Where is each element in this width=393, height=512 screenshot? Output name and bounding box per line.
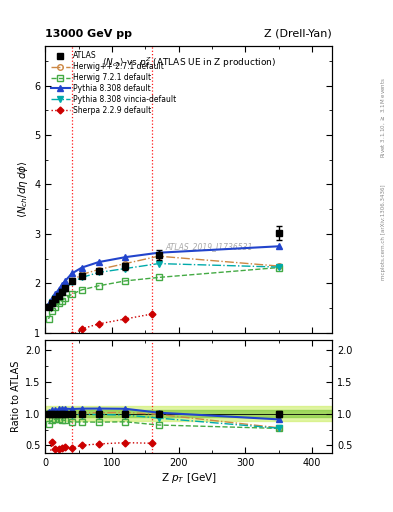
Text: mcplots.cern.ch [arXiv:1306.3436]: mcplots.cern.ch [arXiv:1306.3436] [381,185,386,280]
Bar [45,410,332,417]
Text: $\langle N_{ch}\rangle$ vs $p_T^Z$ (ATLAS UE in Z production): $\langle N_{ch}\rangle$ vs $p_T^Z$ (ATLA… [101,55,276,70]
Text: 13000 GeV pp: 13000 GeV pp [45,29,132,39]
Y-axis label: Ratio to ATLAS: Ratio to ATLAS [11,361,21,433]
Text: ATLAS_2019_I1736531: ATLAS_2019_I1736531 [165,242,252,251]
X-axis label: Z $p_T$ [GeV]: Z $p_T$ [GeV] [161,471,217,485]
Text: Z (Drell-Yan): Z (Drell-Yan) [264,29,332,39]
Bar [45,406,332,421]
Legend: ATLAS, Herwig++ 2.7.1 default, Herwig 7.2.1 default, Pythia 8.308 default, Pythi: ATLAS, Herwig++ 2.7.1 default, Herwig 7.… [49,50,178,117]
Text: Rivet 3.1.10, $\geq$ 3.1M events: Rivet 3.1.10, $\geq$ 3.1M events [379,77,387,158]
Y-axis label: $\langle N_{ch}/d\eta\, d\phi\rangle$: $\langle N_{ch}/d\eta\, d\phi\rangle$ [16,161,30,218]
